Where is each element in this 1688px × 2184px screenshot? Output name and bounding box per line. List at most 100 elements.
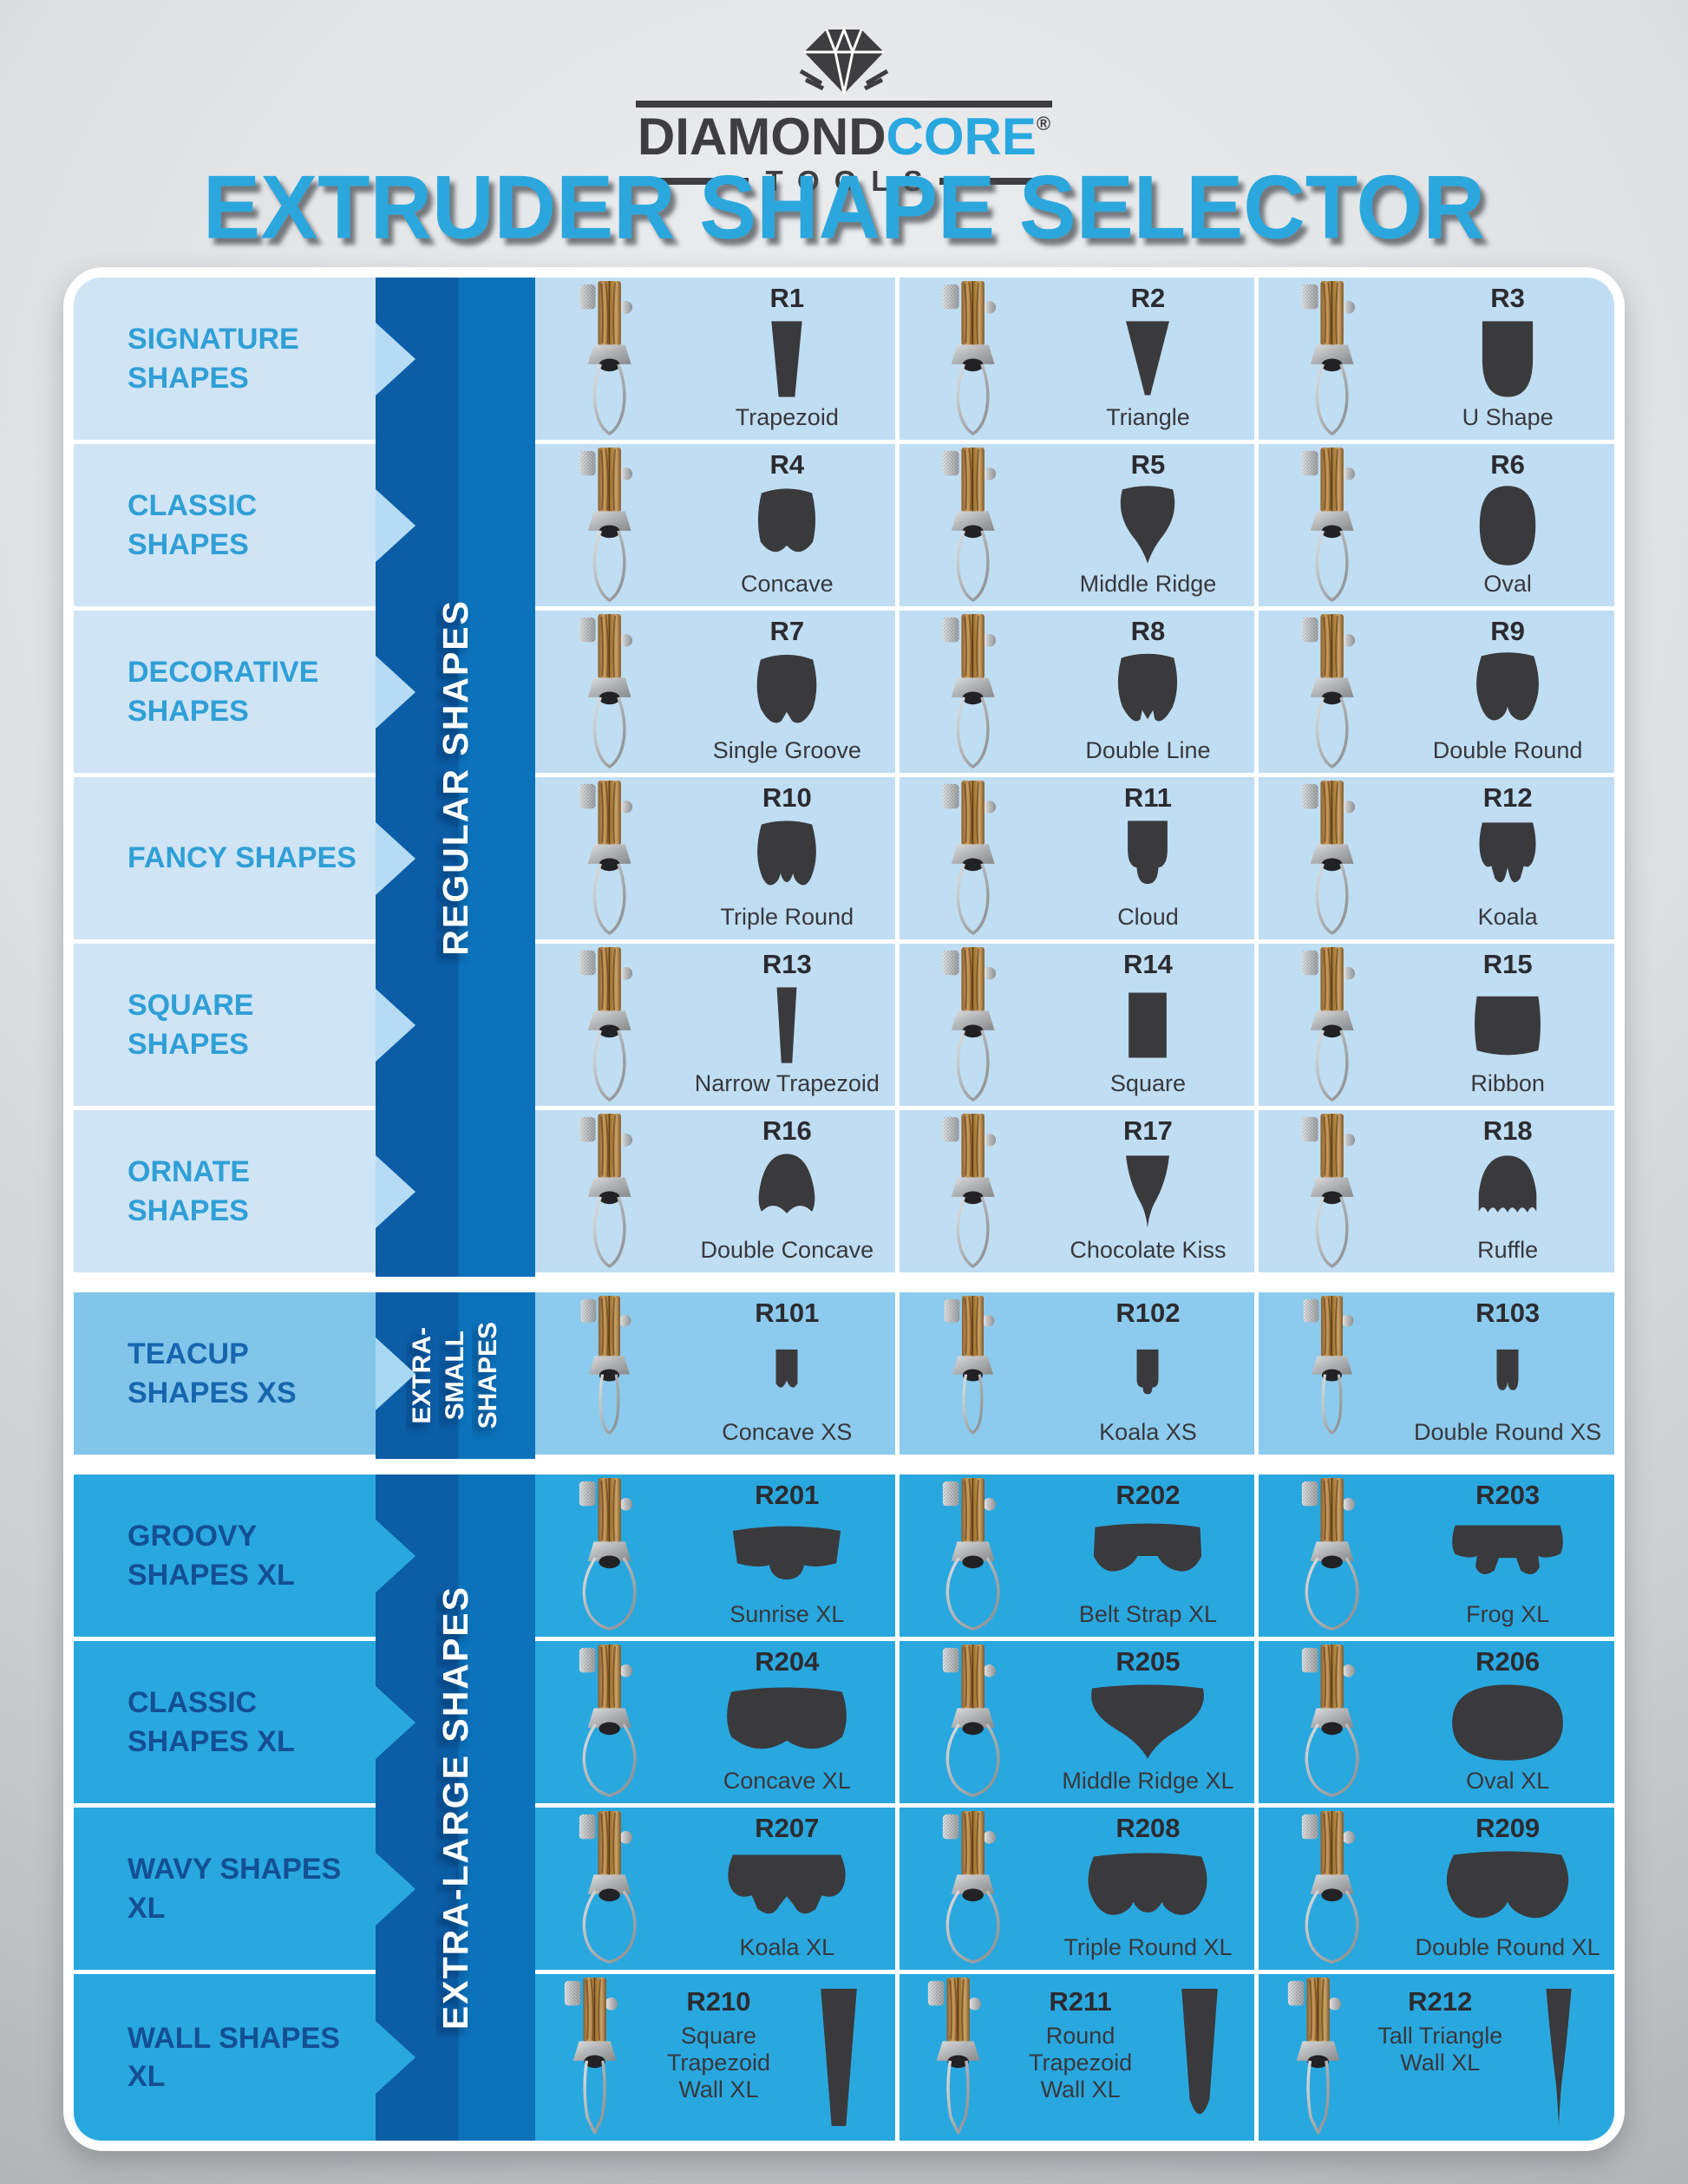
die-name: Triple Round <box>720 904 854 930</box>
die-code: R204 <box>755 1646 820 1677</box>
tool-photo-wrap <box>1259 1641 1404 1803</box>
die-shape-wrap <box>1101 314 1194 404</box>
die-name: Trapezoid <box>735 404 839 430</box>
extruder-tool-photo <box>1303 1296 1354 1435</box>
tool-photo-wrap <box>535 444 683 606</box>
die-card-r1: R1 Trapezoid <box>535 278 895 444</box>
die-name: Double Round <box>1432 737 1583 763</box>
extruder-tool-photo <box>565 1978 618 2135</box>
die-name: Tall Triangle Wall XL <box>1377 2023 1503 2076</box>
die-card-r5: R5 Middle Ridge <box>894 444 1255 611</box>
die-card-text: R2 Triangle <box>1045 278 1255 440</box>
extruder-tool-photo <box>579 1478 637 1631</box>
logo-rule-right <box>939 178 1053 186</box>
die-code: R203 <box>1475 1480 1541 1510</box>
die-name: Ribbon <box>1470 1070 1545 1096</box>
die-name: Double Line <box>1085 737 1211 763</box>
category-label-text: GROOVY SHAPES XL <box>128 1520 295 1592</box>
die-code: R206 <box>1475 1646 1541 1677</box>
extruder-tool-photo <box>942 281 996 435</box>
die-card-r206: R206 Oval XL <box>1254 1641 1614 1808</box>
die-name: Sunrise XL <box>730 1601 845 1627</box>
chevron-right-icon <box>376 1685 415 1759</box>
die-code: R208 <box>1116 1813 1181 1843</box>
tall-triangle-wall-xl-shape-icon <box>1546 1988 1573 2127</box>
die-card-text: R3 U Shape <box>1404 278 1614 440</box>
die-shape-wrap <box>714 1511 860 1601</box>
extruder-tool-photo <box>1302 614 1356 768</box>
die-card-text: R17 Chocolate Kiss <box>1045 1110 1255 1272</box>
chocolate-kiss-shape-icon <box>1126 1155 1170 1228</box>
die-card-text: R203 Frog XL <box>1404 1475 1614 1637</box>
section-band-label: EXTRA-LARGE SHAPES <box>435 1585 475 2030</box>
logo-rule-top <box>636 101 1052 108</box>
section-band-regular: REGULAR SHAPES <box>376 278 535 1277</box>
die-code: R7 <box>769 616 805 646</box>
die-name: Oval <box>1483 571 1532 597</box>
tool-photo-wrap <box>1259 944 1404 1106</box>
die-shape-wrap <box>714 1677 860 1768</box>
die-card-text: R10 Triple Round <box>683 777 895 939</box>
die-name: Square <box>1109 1070 1186 1096</box>
die-card-r210: R210 Square Trapezoid Wall XL <box>535 1974 895 2141</box>
chevron-right-icon <box>376 988 415 1062</box>
die-card-r7: R7 Single Groove <box>535 611 895 777</box>
die-code: R18 <box>1482 1115 1533 1146</box>
logo-tools-row: TOOLS <box>636 165 1053 198</box>
die-name: Oval XL <box>1466 1768 1550 1794</box>
category-label-ornate-shapes: ORNATE SHAPES <box>74 1110 415 1277</box>
die-card-r207: R207 Koala XL <box>535 1808 895 1974</box>
category-label-classic-shapes-xl: CLASSIC SHAPES XL <box>74 1641 415 1808</box>
die-shape-wrap <box>1114 1337 1181 1411</box>
die-card-text: R209 Double Round XL <box>1404 1808 1614 1970</box>
extruder-tool-photo <box>942 448 996 602</box>
category-label-text: DECORATIVE SHAPES <box>128 656 319 728</box>
die-code: R14 <box>1123 949 1173 979</box>
concave-xl-shape-icon <box>727 1687 847 1749</box>
logo-word-dark: DIAMOND <box>637 108 887 166</box>
die-name: Koala <box>1477 904 1538 930</box>
die-card-r101: R101 Concave XS <box>535 1292 895 1459</box>
square-trapezoid-wall-xl-shape-icon <box>821 1988 858 2127</box>
double-round-xl-shape-icon <box>1446 1851 1569 1919</box>
die-card-r14: R14 Square <box>894 944 1255 1110</box>
koala-shape-icon <box>1479 822 1536 883</box>
chevron-right-icon <box>376 2021 415 2094</box>
die-shape-wrap <box>1101 1147 1194 1237</box>
koala-xs-shape-icon <box>1136 1349 1159 1395</box>
die-card-r15: R15 Ribbon <box>1254 944 1614 1110</box>
middle-ridge-xl-shape-icon <box>1091 1684 1205 1759</box>
ruffle-shape-icon <box>1478 1155 1537 1213</box>
die-code: R202 <box>1116 1480 1181 1510</box>
category-label-signature-shapes: SIGNATURE SHAPES <box>74 278 415 444</box>
category-label-decorative-shapes: DECORATIVE SHAPES <box>74 611 415 777</box>
tool-photo-wrap <box>535 1974 654 2141</box>
category-label-text: WALL SHAPES XL <box>128 2021 340 2093</box>
tool-photo-wrap <box>900 1110 1045 1272</box>
die-name: Ruffle <box>1477 1237 1539 1263</box>
die-card-r13: R13 Narrow Trapezoid <box>535 944 895 1110</box>
oval-xl-shape-icon <box>1452 1684 1563 1761</box>
logo-rule-left <box>636 178 749 186</box>
die-card-text: R13 Narrow Trapezoid <box>683 944 895 1106</box>
die-card-r203: R203 Frog XL <box>1254 1475 1614 1641</box>
die-shape-wrap <box>714 1844 860 1934</box>
category-label-text: FANCY SHAPES <box>128 841 357 875</box>
extruder-tool-photo <box>579 614 632 768</box>
die-shape-wrap <box>1461 647 1554 737</box>
die-shape-wrap <box>1461 481 1554 571</box>
diamond-icon <box>799 26 889 95</box>
belt-strap-xl-shape-icon <box>1094 1523 1202 1572</box>
die-card-r201: R201 Sunrise XL <box>535 1475 895 1641</box>
extruder-tool-photo <box>928 1978 982 2135</box>
tool-photo-wrap <box>1259 1110 1404 1272</box>
tool-photo-wrap <box>1259 1808 1404 1970</box>
die-name: Concave XS <box>722 1418 853 1445</box>
die-shape-wrap <box>783 1974 895 2141</box>
frog-xl-shape-icon <box>1452 1525 1563 1574</box>
die-card-text: R14 Square <box>1045 944 1255 1106</box>
tool-photo-wrap <box>900 611 1045 773</box>
extruder-tool-photo <box>1302 281 1356 435</box>
category-label-square-shapes: SQUARE SHAPES <box>74 944 415 1110</box>
die-card-text: R206 Oval XL <box>1404 1641 1614 1803</box>
